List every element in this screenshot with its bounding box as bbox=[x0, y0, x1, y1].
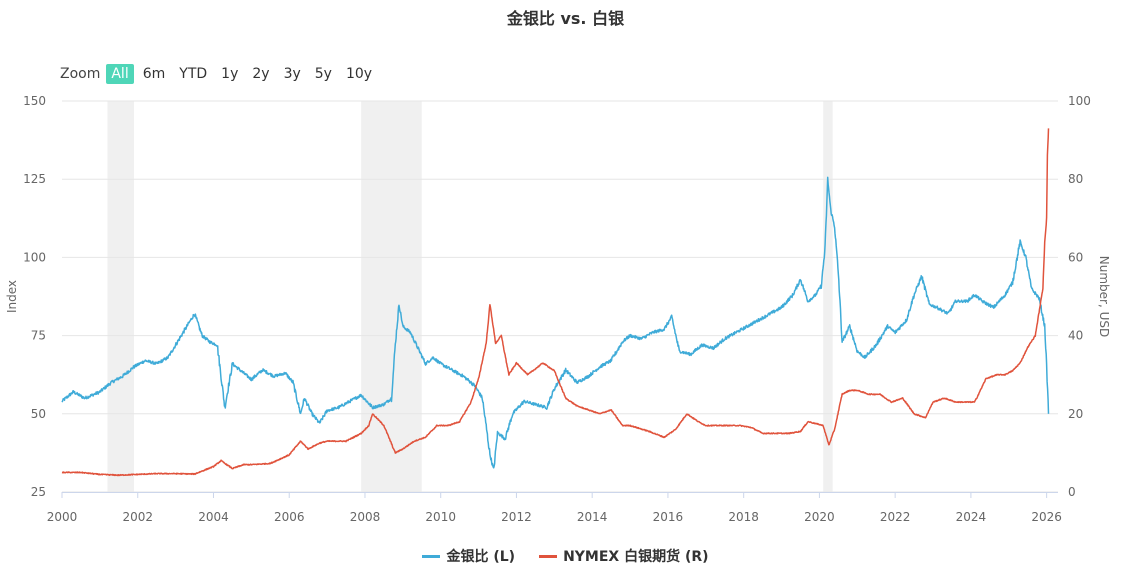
y-left-tick-label: 25 bbox=[31, 485, 46, 499]
x-tick-label: 2022 bbox=[880, 510, 911, 524]
zoom-selector: Zoom All 6m YTD 1y 2y 3y 5y 10y bbox=[60, 62, 381, 86]
recession-band-1 bbox=[361, 101, 422, 492]
chart-title: 金银比 vs. 白银 bbox=[506, 9, 625, 28]
legend-item-gold-silver-ratio[interactable]: 金银比 (L) bbox=[422, 546, 515, 566]
x-tick-label: 2016 bbox=[653, 510, 684, 524]
x-tick-label: 2014 bbox=[577, 510, 608, 524]
y-right-tick-label: 100 bbox=[1068, 94, 1091, 108]
zoom-button-1y[interactable]: 1y bbox=[221, 66, 239, 82]
y-left-axis-title: Index bbox=[5, 280, 19, 313]
legend-label-silver: NYMEX 白银期货 (R) bbox=[563, 549, 709, 565]
x-tick-label: 2006 bbox=[274, 510, 305, 524]
zoom-label: Zoom bbox=[60, 66, 101, 82]
zoom-button-10y[interactable]: 10y bbox=[345, 66, 373, 82]
x-tick-label: 2008 bbox=[350, 510, 381, 524]
axes: 25 50 75 100 125 150 0 20 40 60 80 100 2000 2002 2004 2… bbox=[5, 94, 1111, 524]
legend: 金银比 (L) NYMEX 白银期货 (R) bbox=[0, 546, 1131, 566]
legend-swatch-silver bbox=[539, 554, 558, 558]
y-right-tick-label: 60 bbox=[1068, 250, 1083, 264]
y-right-tick-label: 0 bbox=[1068, 485, 1076, 499]
x-tick-label: 2000 bbox=[47, 510, 78, 524]
y-right-tick-label: 80 bbox=[1068, 172, 1083, 186]
x-tick-label: 2026 bbox=[1031, 510, 1062, 524]
y-left-tick-label: 75 bbox=[31, 329, 46, 343]
zoom-button-ytd[interactable]: YTD bbox=[179, 66, 208, 82]
y-left-tick-label: 150 bbox=[23, 94, 46, 108]
x-tick-label: 2010 bbox=[425, 510, 456, 524]
series-lines[interactable] bbox=[61, 128, 1050, 477]
zoom-button-all[interactable]: All bbox=[106, 64, 134, 84]
x-tick-label: 2004 bbox=[198, 510, 229, 524]
legend-item-silver-futures[interactable]: NYMEX 白银期货 (R) bbox=[539, 546, 709, 566]
x-tick-label: 2018 bbox=[728, 510, 759, 524]
zoom-button-5y[interactable]: 5y bbox=[314, 66, 332, 82]
recession-band-2 bbox=[823, 101, 833, 492]
zoom-button-2y[interactable]: 2y bbox=[252, 66, 270, 82]
legend-label-ratio: 金银比 (L) bbox=[446, 549, 516, 565]
y-left-tick-label: 100 bbox=[23, 250, 46, 264]
x-tick-label: 2024 bbox=[956, 510, 987, 524]
legend-swatch-ratio bbox=[422, 554, 441, 558]
series-line-silver-futures[interactable] bbox=[61, 128, 1050, 477]
zoom-button-3y[interactable]: 3y bbox=[283, 66, 301, 82]
y-right-axis-title: Number, USD bbox=[1097, 256, 1111, 337]
recession-bands bbox=[107, 101, 833, 492]
y-right-tick-label: 20 bbox=[1068, 407, 1083, 421]
y-left-tick-label: 50 bbox=[31, 407, 46, 421]
x-tick-label: 2012 bbox=[501, 510, 532, 524]
recession-band-0 bbox=[107, 101, 134, 492]
x-tick-label: 2020 bbox=[804, 510, 835, 524]
zoom-button-6m[interactable]: 6m bbox=[142, 66, 166, 82]
x-tick-label: 2002 bbox=[122, 510, 153, 524]
series-line-gold-silver-ratio[interactable] bbox=[61, 176, 1050, 469]
y-right-tick-label: 40 bbox=[1068, 329, 1083, 343]
gridlines bbox=[62, 100, 1058, 493]
y-left-tick-label: 125 bbox=[23, 172, 46, 186]
